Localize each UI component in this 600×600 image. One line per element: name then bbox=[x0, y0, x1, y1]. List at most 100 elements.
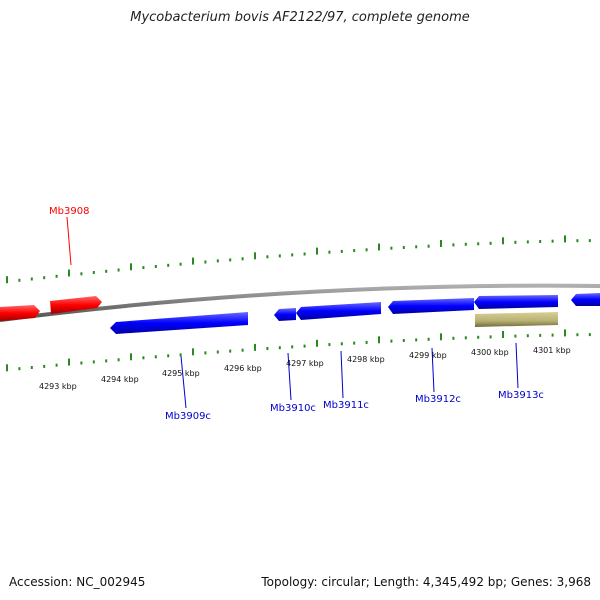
minor-tick-mark bbox=[303, 252, 306, 256]
minor-tick-mark bbox=[241, 348, 244, 352]
gene-label-mb3911c[interactable]: Mb3911c bbox=[323, 400, 369, 411]
minor-tick-mark bbox=[43, 364, 46, 368]
minor-tick-mark bbox=[117, 268, 120, 272]
minor-tick-mark bbox=[266, 255, 269, 259]
major-tick-mark bbox=[68, 269, 70, 277]
major-tick-mark bbox=[130, 263, 132, 271]
minor-tick-mark bbox=[452, 336, 455, 340]
leader-line-mb3913c bbox=[515, 342, 519, 389]
genome-summary-text: Topology: circular; Length: 4,345,492 bp… bbox=[261, 575, 591, 589]
minor-tick-mark bbox=[92, 360, 95, 364]
feature-bar-khaki[interactable] bbox=[475, 312, 558, 327]
gene-label-mb3912c[interactable]: Mb3912c bbox=[415, 394, 461, 405]
minor-tick-mark bbox=[539, 240, 542, 243]
minor-tick-mark bbox=[266, 347, 269, 350]
minor-tick-mark bbox=[427, 244, 430, 248]
gene-arrow-mb3910c[interactable] bbox=[274, 308, 296, 321]
gene-arrow-mb3909c[interactable] bbox=[110, 312, 248, 334]
major-tick-mark bbox=[564, 235, 566, 243]
major-tick-mark bbox=[502, 331, 504, 338]
gene-label-mb3908[interactable]: Mb3908 bbox=[49, 206, 89, 217]
major-tick-mark bbox=[378, 336, 380, 344]
minor-tick-mark bbox=[179, 353, 182, 357]
minor-tick-mark bbox=[477, 335, 480, 339]
tick-label-4295: 4295 kbp bbox=[162, 369, 200, 378]
minor-tick-mark bbox=[539, 333, 542, 337]
minor-tick-mark bbox=[105, 269, 108, 273]
minor-tick-mark bbox=[241, 257, 244, 261]
gene-arrow-mb3912c[interactable] bbox=[388, 298, 474, 314]
tick-label-4296: 4296 kbp bbox=[224, 364, 262, 373]
minor-tick-mark bbox=[415, 245, 418, 249]
gene-arrow-mb3911c[interactable] bbox=[296, 302, 381, 320]
minor-tick-mark bbox=[229, 258, 232, 262]
outer-tick-track bbox=[6, 235, 591, 284]
major-tick-mark bbox=[6, 364, 8, 372]
minor-tick-mark bbox=[588, 239, 591, 243]
gene-arrow-mb3908[interactable] bbox=[50, 296, 102, 314]
minor-tick-mark bbox=[142, 356, 145, 360]
minor-tick-mark bbox=[489, 241, 492, 245]
tick-label-4301: 4301 kbp bbox=[533, 346, 571, 355]
tick-label-4300: 4300 kbp bbox=[471, 348, 509, 357]
minor-tick-mark bbox=[278, 346, 281, 350]
minor-tick-mark bbox=[216, 259, 219, 263]
minor-tick-mark bbox=[92, 271, 95, 274]
accession-text: Accession: NC_002945 bbox=[9, 575, 146, 589]
minor-tick-mark bbox=[278, 254, 281, 258]
major-tick-mark bbox=[6, 276, 8, 284]
minor-tick-mark bbox=[80, 272, 83, 276]
minor-tick-mark bbox=[291, 253, 294, 257]
minor-tick-mark bbox=[464, 336, 467, 340]
leader-line-mb3911c bbox=[340, 350, 344, 399]
major-tick-mark bbox=[130, 353, 132, 361]
minor-tick-mark bbox=[154, 265, 157, 268]
minor-tick-mark bbox=[402, 246, 405, 249]
major-tick-mark bbox=[254, 343, 256, 351]
major-tick-mark bbox=[68, 358, 70, 366]
gene-arrow-partial-right[interactable] bbox=[571, 293, 600, 306]
gene-label-mb3910c[interactable]: Mb3910c bbox=[270, 403, 316, 414]
minor-tick-mark bbox=[551, 333, 554, 337]
leader-line-mb3912c bbox=[431, 347, 435, 393]
inner-tick-track bbox=[6, 329, 591, 372]
minor-tick-mark bbox=[340, 342, 343, 346]
minor-tick-mark bbox=[105, 359, 108, 363]
major-tick-mark bbox=[440, 333, 442, 341]
minor-tick-mark bbox=[576, 333, 579, 337]
minor-tick-mark bbox=[30, 277, 33, 281]
major-tick-mark bbox=[440, 240, 442, 247]
minor-tick-mark bbox=[18, 278, 21, 282]
minor-tick-mark bbox=[18, 367, 21, 371]
minor-tick-mark bbox=[464, 242, 467, 246]
minor-tick-mark bbox=[477, 242, 480, 246]
tick-label-4298: 4298 kbp bbox=[347, 355, 385, 364]
minor-tick-mark bbox=[167, 354, 170, 358]
minor-tick-mark bbox=[551, 239, 554, 243]
minor-tick-mark bbox=[117, 358, 120, 362]
minor-tick-mark bbox=[415, 338, 418, 342]
minor-tick-mark bbox=[55, 363, 58, 367]
gene-arrow-forward[interactable] bbox=[0, 305, 40, 321]
minor-tick-mark bbox=[489, 335, 492, 339]
minor-tick-mark bbox=[353, 341, 356, 345]
minor-tick-mark bbox=[204, 260, 207, 264]
minor-tick-mark bbox=[514, 240, 517, 244]
leader-line-mb3909c bbox=[180, 355, 187, 409]
tick-label-4294: 4294 kbp bbox=[101, 375, 139, 384]
minor-tick-mark bbox=[390, 246, 393, 250]
minor-tick-mark bbox=[328, 343, 331, 347]
minor-tick-mark bbox=[216, 350, 219, 354]
tick-label-4299: 4299 kbp bbox=[409, 351, 447, 360]
major-tick-mark bbox=[564, 329, 566, 337]
minor-tick-mark bbox=[514, 334, 517, 338]
minor-tick-mark bbox=[43, 276, 46, 280]
minor-tick-mark bbox=[340, 249, 343, 253]
gene-label-mb3913c[interactable]: Mb3913c bbox=[498, 390, 544, 401]
minor-tick-mark bbox=[526, 334, 529, 338]
minor-tick-mark bbox=[526, 240, 529, 244]
gene-label-mb3909c[interactable]: Mb3909c bbox=[165, 411, 211, 422]
minor-tick-mark bbox=[427, 337, 430, 341]
gene-arrow-mb3913c[interactable] bbox=[474, 295, 558, 309]
